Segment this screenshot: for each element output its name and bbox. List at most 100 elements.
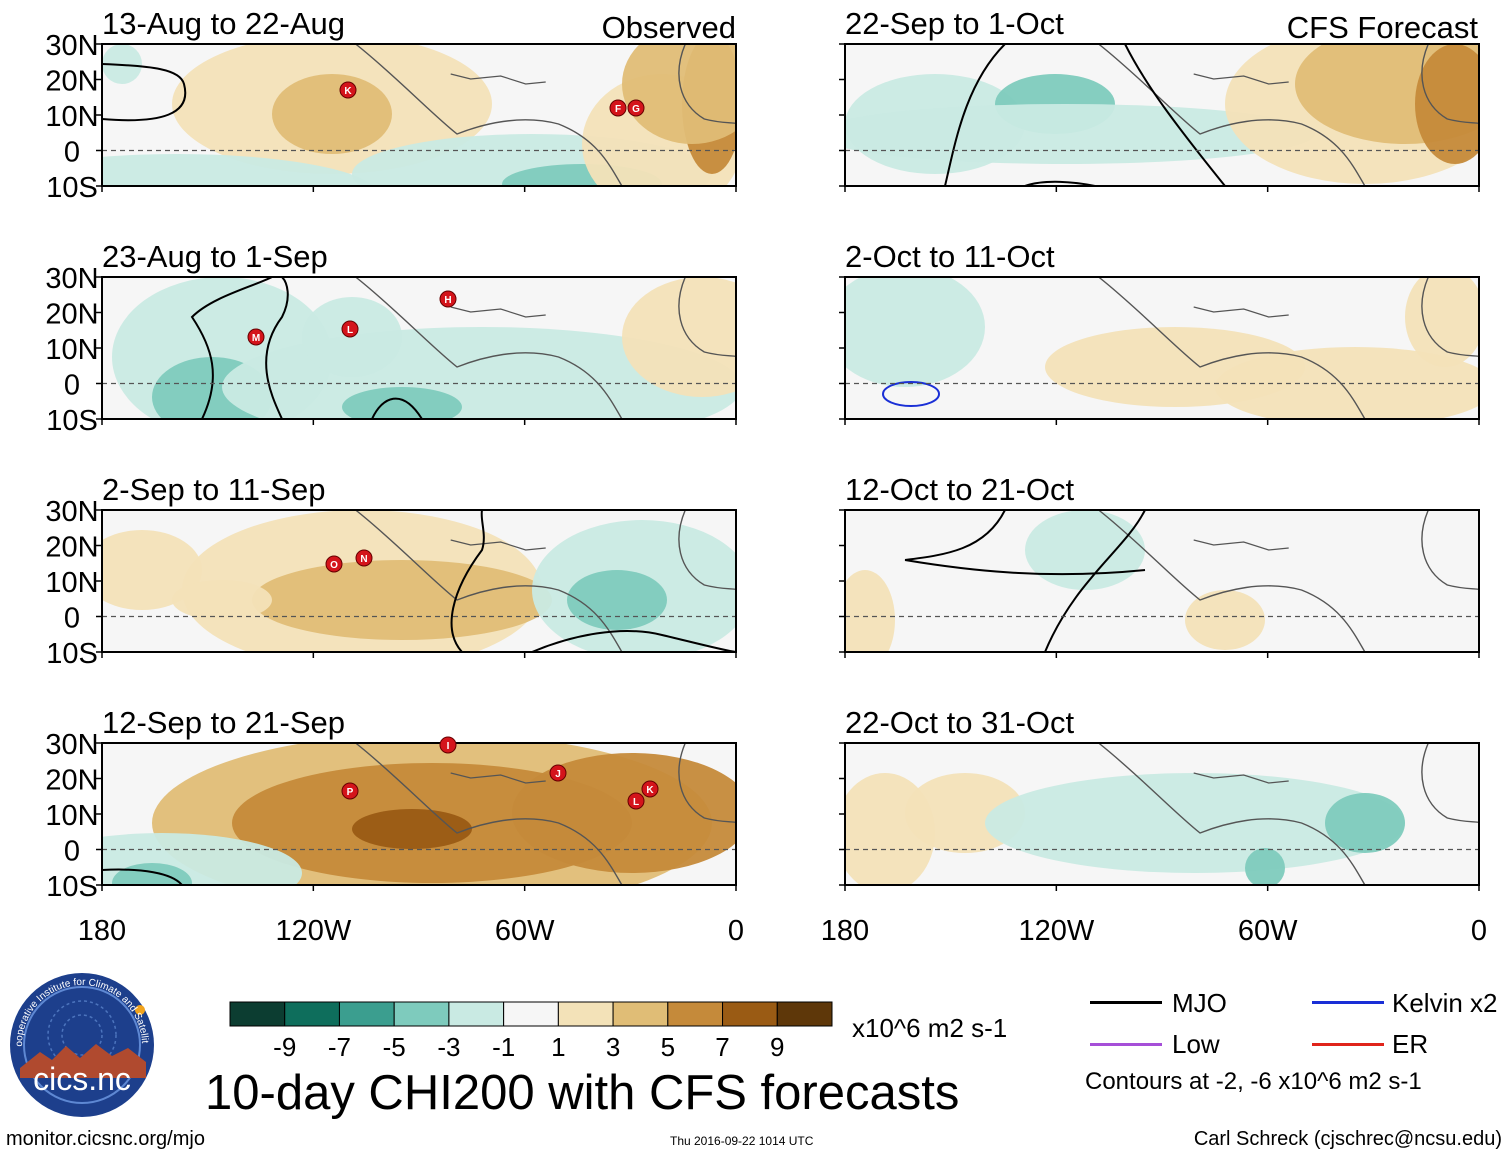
footer-author: Carl Schreck (cjschrec@ncsu.edu) [1193, 1128, 1502, 1150]
legend-er-label: ER [1392, 1029, 1429, 1059]
colorbar-tick-label: -7 [328, 1032, 351, 1062]
legend-mjo-line [1090, 1001, 1162, 1004]
kelvin-contour [882, 381, 940, 407]
anomaly-shading [102, 530, 202, 610]
panel-period-label: 13-Aug to 22-Aug [102, 6, 345, 41]
y-tick-label: 30N [45, 263, 98, 295]
colorbar-tick-label: 5 [661, 1032, 675, 1062]
anomaly-shading [1215, 347, 1479, 419]
mjo-contour [265, 277, 289, 419]
storm-marker-label: N [360, 554, 367, 565]
y-tick-label: 20N [45, 532, 98, 564]
panel-period-label: 12-Oct to 21-Oct [845, 472, 1075, 507]
storm-marker-label: M [252, 333, 260, 344]
coastline-africa [1421, 277, 1479, 358]
y-tick-label: 30N [45, 729, 98, 761]
x-tick-label: 180 [78, 915, 126, 947]
logo-wordmark: cics.nc [33, 1061, 131, 1097]
storm-marker-dot [339, 81, 357, 99]
panel-period-label: 12-Sep to 21-Sep [102, 705, 345, 740]
storm-marker: L [627, 792, 645, 810]
y-tick-label: 10N [45, 334, 98, 366]
x-tick-label: 60W [495, 915, 555, 947]
coastline-caribbean [1193, 306, 1289, 318]
coastline-caribbean [450, 539, 546, 551]
colorbar-swatch [557, 1001, 614, 1027]
logo-sun [135, 1005, 145, 1015]
anomaly-shading [512, 753, 736, 873]
anomaly-shading [985, 773, 1405, 873]
storm-marker: K [641, 780, 659, 798]
storm-marker-label: H [444, 295, 451, 306]
y-tick-label: 10N [45, 800, 98, 832]
logo-mountains [20, 1044, 146, 1078]
legend-er-line [1312, 1043, 1384, 1046]
storm-marker-label: I [447, 741, 450, 752]
anomaly-shading [1325, 793, 1405, 853]
storm-marker-dot [341, 782, 359, 800]
storm-marker-label: F [615, 104, 621, 115]
y-tick-label: 0 [64, 370, 80, 402]
colorbar-swatch [503, 1001, 559, 1027]
anomaly-shading [1415, 44, 1479, 164]
panel-period-label: 2-Oct to 11-Oct [845, 239, 1055, 274]
coastline-americas [355, 743, 623, 885]
storm-marker-label: P [347, 787, 354, 798]
coastline-africa [678, 510, 736, 591]
colorbar: -9 -7 -5 -3 -1 1 3 5 7 9 [229, 1001, 833, 1062]
anomaly-shading [172, 580, 272, 620]
map-panel: 22-Oct to 31-Oct [839, 705, 1480, 891]
coastline-americas [355, 277, 623, 419]
map-panel: 22-Sep to 1-Oct [839, 6, 1480, 192]
colorbar-tick-label: 9 [770, 1032, 784, 1062]
storm-marker: H [439, 290, 457, 308]
panel-period-label: 2-Sep to 11-Sep [102, 472, 325, 507]
x-tick-label: 120W [1018, 915, 1094, 947]
coastline-americas [1098, 510, 1366, 652]
anomaly-shading [845, 570, 895, 652]
colorbar-tick-label: -9 [273, 1032, 296, 1062]
y-tick-label: 10S [46, 405, 98, 437]
storm-marker: G [627, 99, 645, 117]
storm-marker-label: J [555, 769, 561, 780]
colorbar-swatch [776, 1001, 833, 1027]
storm-marker-label: K [344, 86, 352, 97]
panel-period-label: 23-Aug to 1-Sep [102, 239, 328, 274]
mjo-contour [904, 559, 1146, 576]
storm-marker-label: G [632, 104, 640, 115]
anomaly-shading [352, 809, 472, 849]
anomaly-shading [272, 74, 392, 154]
anomaly-shading [1185, 590, 1265, 650]
storm-marker-dot [627, 792, 645, 810]
storm-marker: M [247, 328, 265, 346]
storm-marker: J [549, 764, 567, 782]
legend-kelvin-label: Kelvin x2 [1392, 988, 1498, 1018]
logo-swirl-inner [61, 1014, 103, 1056]
colorbar-swatch [722, 1001, 778, 1027]
colorbar-tick-label: 3 [606, 1032, 620, 1062]
colorbar-tick-label: -3 [437, 1032, 460, 1062]
storm-marker: K [339, 81, 357, 99]
storm-marker-dot [325, 555, 343, 573]
coastline-caribbean [1193, 73, 1289, 85]
anomaly-shading [1245, 848, 1285, 885]
legend-low-label: Low [1172, 1029, 1220, 1059]
anomaly-shading [845, 277, 985, 387]
y-tick-label: 30N [45, 30, 98, 62]
storm-marker: O [325, 555, 343, 573]
storm-marker-dot [549, 764, 567, 782]
mjo-contour [371, 397, 423, 419]
panel-background [845, 510, 1479, 652]
y-tick-label: 0 [64, 836, 80, 868]
footer-url[interactable]: monitor.cicsnc.org/mjo [6, 1128, 205, 1150]
anomaly-shading [112, 863, 192, 885]
storm-marker-dot [247, 328, 265, 346]
coastline-africa [1421, 743, 1479, 824]
y-tick-label: 10N [45, 101, 98, 133]
coastline-caribbean [450, 306, 546, 318]
coastline-africa [1421, 510, 1479, 591]
x-tick-label: 120W [275, 915, 351, 947]
